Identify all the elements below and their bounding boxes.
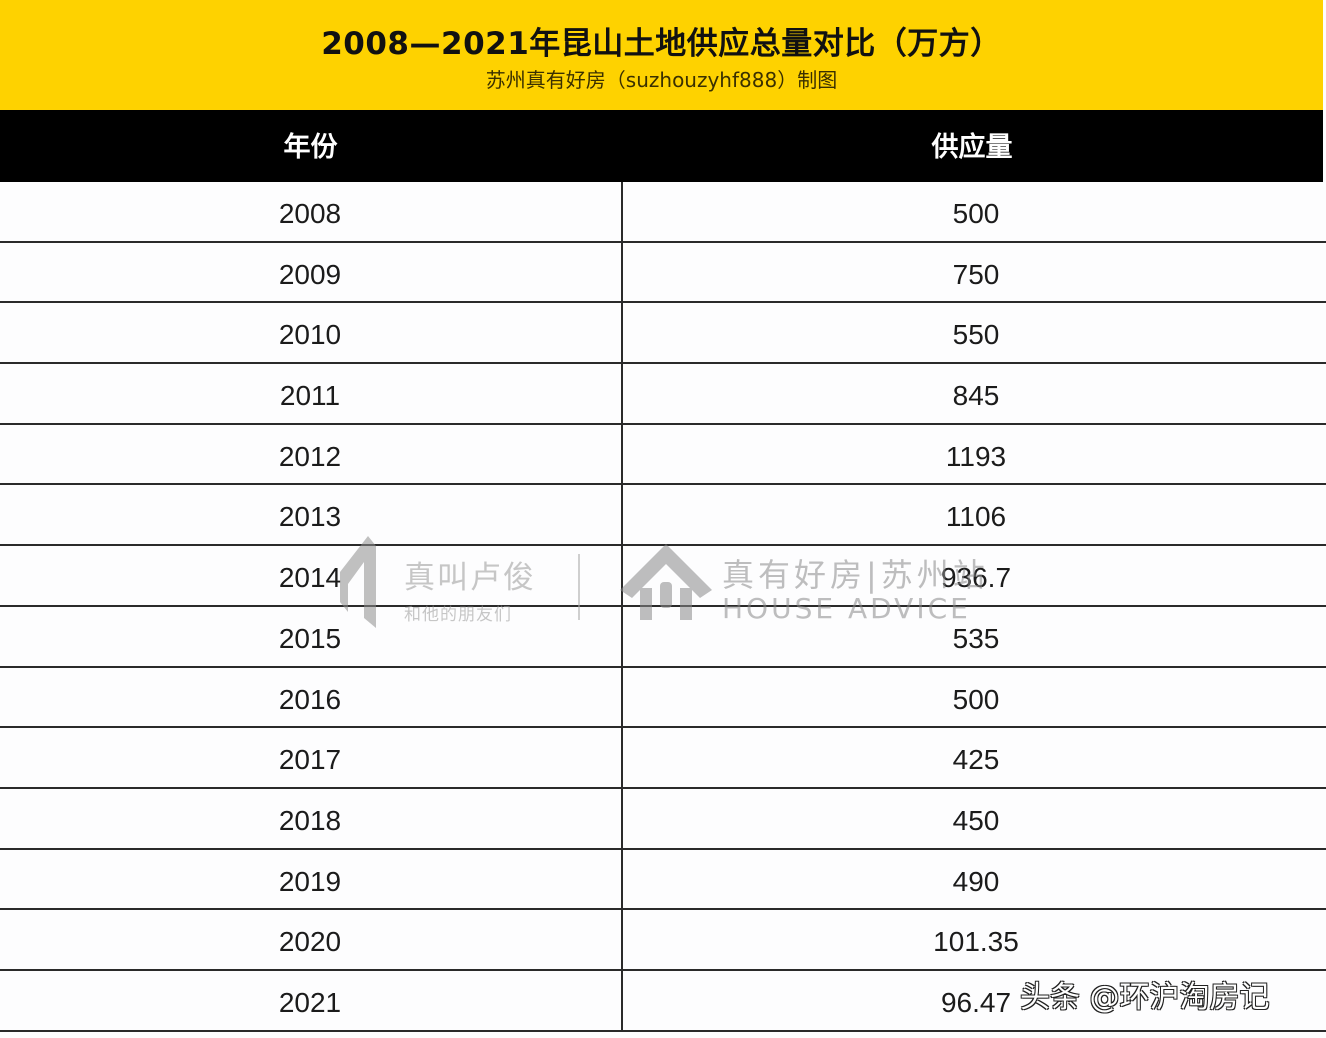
supply-cell: 845 (621, 364, 1326, 425)
supply-cell: 936.7 (621, 546, 1326, 607)
table-header: 年份 供应量 (0, 110, 1323, 182)
table-row: 2009 750 (0, 242, 1326, 304)
source-credit: 头条 @环沪淘房记 (1020, 980, 1270, 1015)
year-cell: 2014 (278, 562, 342, 594)
supply-cell: 425 (621, 728, 1326, 789)
page-title: 2008—2021年昆山土地供应总量对比（万方） (321, 26, 1002, 62)
table-row: 2021 96.47 (0, 970, 1326, 1032)
page-subtitle: 苏州真有好房（suzhouzyhf888）制图 (485, 68, 838, 92)
table-row: 2011 845 (0, 364, 1326, 425)
table-row: 2018 450 (0, 788, 1326, 850)
table-row: 2014 936.7 (0, 546, 1326, 607)
year-cell: 2009 (278, 258, 342, 290)
supply-cell: 101.35 (621, 910, 1326, 971)
supply-cell: 96.47 (621, 970, 1326, 1031)
year-cell: 2015 (278, 622, 342, 654)
year-cell: 2021 (278, 986, 342, 1018)
table-row: 2008 500 (0, 182, 1326, 243)
year-cell: 2012 (278, 440, 342, 472)
year-cell: 2020 (278, 926, 342, 958)
column-header-supply: 供应量 (931, 132, 1013, 163)
supply-cell: 1106 (621, 485, 1326, 546)
table-row: 2013 1106 (0, 485, 1326, 547)
year-cell: 2013 (278, 501, 342, 533)
year-cell: 2019 (278, 865, 342, 897)
table-row: 2010 550 (0, 303, 1326, 365)
year-cell: 2008 (278, 198, 342, 229)
supply-cell: 500 (621, 182, 1326, 242)
table-row: 2015 535 (0, 606, 1326, 668)
supply-cell: 550 (621, 303, 1326, 364)
supply-cell: 1193 (621, 424, 1326, 485)
supply-cell: 500 (621, 667, 1326, 728)
column-header-year: 年份 (283, 132, 338, 163)
supply-cell: 450 (621, 788, 1326, 849)
table-row: 2019 490 (0, 849, 1326, 911)
year-cell: 2017 (278, 744, 342, 776)
year-cell: 2010 (278, 319, 342, 351)
table-row: 2020 101.35 (0, 910, 1326, 971)
table-row: 2016 500 (0, 667, 1326, 729)
year-cell: 2011 (279, 380, 341, 412)
table-row: 2017 425 (0, 728, 1326, 789)
supply-cell: 535 (621, 606, 1326, 667)
title-banner: 2008—2021年昆山土地供应总量对比（万方） 苏州真有好房（suzhouzy… (0, 0, 1323, 110)
supply-cell: 490 (621, 849, 1326, 910)
supply-cell: 750 (621, 242, 1326, 303)
year-cell: 2018 (278, 804, 342, 836)
table-body: 2008 500 2009 750 2010 550 2011 845 2012 1193… (0, 182, 1326, 1032)
table-row: 2012 1193 (0, 424, 1326, 486)
year-cell: 2016 (278, 683, 342, 715)
